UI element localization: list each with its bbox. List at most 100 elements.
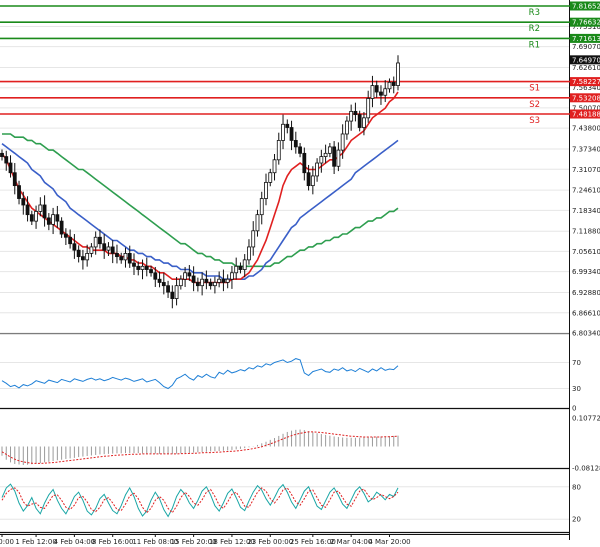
candle-body (123, 253, 128, 261)
candle-body (183, 272, 187, 280)
candle-body (110, 246, 115, 254)
time-tick-label: 25 Feb 16:00 (290, 538, 336, 546)
level-name-r2: R2 (529, 24, 540, 34)
candle-body (217, 278, 222, 283)
candle-body (255, 214, 260, 232)
candle-body (59, 220, 64, 235)
rsi-tick-label: 0 (572, 405, 576, 413)
candle-body (42, 204, 47, 219)
candle-body (230, 272, 234, 280)
candle-body (21, 198, 26, 206)
level-name-s1: S1 (529, 84, 540, 94)
candle-body (46, 217, 51, 225)
stoch-tick-label: 80 (572, 483, 581, 491)
candle-body (383, 88, 388, 96)
candle-body (178, 278, 183, 287)
time-tick-label: 1 Feb 2024 20:00 (0, 538, 14, 546)
level-name-s2: S2 (529, 100, 540, 110)
level-tag-label: 7.48188 (572, 111, 600, 119)
level-tag-label: 7.81652 (572, 2, 600, 10)
level-tag-bg (570, 1, 600, 11)
candle-body (345, 120, 349, 135)
price-tick-label: 7.62610 (572, 64, 600, 72)
candle-body (191, 275, 196, 283)
candle-body (200, 278, 205, 287)
candle-body (221, 278, 226, 283)
candle-body (81, 256, 85, 261)
candle-body (238, 265, 243, 270)
candle-body (259, 198, 264, 216)
candle-body (17, 185, 21, 199)
candle-body (268, 172, 273, 183)
candle-body (25, 204, 30, 216)
candle-body (242, 259, 247, 270)
stoch-k-line (1, 483, 399, 518)
candle-body (115, 253, 119, 258)
price-tick-label: 7.56340 (572, 84, 600, 92)
level-name-r3: R3 (529, 8, 540, 18)
candle-body (93, 236, 98, 248)
price-tick-label: 7.11880 (572, 228, 600, 236)
candle-body (102, 243, 107, 251)
current-price-tag-label: 7.64970 (572, 56, 600, 64)
candle-body (98, 236, 102, 245)
candle-body (251, 230, 256, 248)
candle-body (327, 146, 332, 154)
candle-body (247, 246, 251, 261)
level-name-s3: S3 (529, 116, 540, 126)
candle-body (34, 211, 38, 222)
candle-body (8, 162, 13, 174)
candle-body (4, 156, 9, 164)
candle-body (387, 81, 392, 90)
candle-body (391, 81, 396, 86)
candle-body (144, 265, 149, 270)
candle-body (76, 249, 81, 258)
candle-body (349, 110, 354, 122)
price-tick-label: 7.18340 (572, 207, 600, 215)
candle-body (51, 214, 55, 225)
candle-body (340, 133, 345, 151)
time-tick-label: 11 Feb 08:00 (132, 538, 178, 546)
candle-body (396, 62, 400, 86)
rsi-tick-label: 30 (572, 385, 581, 393)
candle-body (63, 233, 68, 238)
price-tick-label: 6.86610 (572, 309, 600, 317)
candle-body (106, 246, 111, 251)
macd-tick-label: -0.081282 (572, 465, 600, 473)
candle-body (0, 152, 4, 157)
candle-body (332, 146, 337, 167)
time-tick-label: 18 Feb 12:00 (209, 538, 255, 546)
time-tick-label: 8 Feb 16:00 (92, 538, 133, 546)
candle-body (29, 214, 34, 222)
candle-body (140, 265, 145, 270)
time-tick-label: 1 Feb 12:00 (15, 538, 56, 546)
price-tick-label: 7.50070 (572, 104, 600, 112)
candle-body (127, 253, 132, 264)
candle-body (379, 91, 383, 96)
time-tick-label: 15 Feb 20:00 (171, 538, 217, 546)
time-tick-label: 4 Mar 20:00 (368, 538, 410, 546)
stoch-tick-label: 20 (572, 516, 581, 524)
candle-body (89, 246, 94, 254)
candle-body (366, 98, 371, 119)
time-tick-label: 2 Mar 04:00 (330, 538, 372, 546)
candle-body (353, 110, 358, 116)
candle-body (306, 172, 311, 187)
candle-body (149, 269, 153, 274)
candle-body (153, 272, 158, 280)
price-tick-label: 6.92880 (572, 289, 600, 297)
level-tag-label: 7.58227 (572, 78, 600, 86)
candle-body (234, 265, 239, 274)
candle-body (323, 152, 328, 157)
candle-body (174, 285, 179, 299)
price-tick-label: 7.75310 (572, 23, 600, 31)
price-tick-label: 7.37340 (572, 146, 600, 154)
price-tick-label: 7.05610 (572, 248, 600, 256)
candle-body (38, 204, 43, 212)
candle-body (213, 282, 217, 287)
level-tag-bg (570, 77, 600, 87)
candle-body (315, 162, 319, 177)
time-tick-label: 23 Feb 00:00 (247, 538, 293, 546)
price-tick-label: 7.31070 (572, 166, 600, 174)
candle-body (68, 236, 73, 245)
